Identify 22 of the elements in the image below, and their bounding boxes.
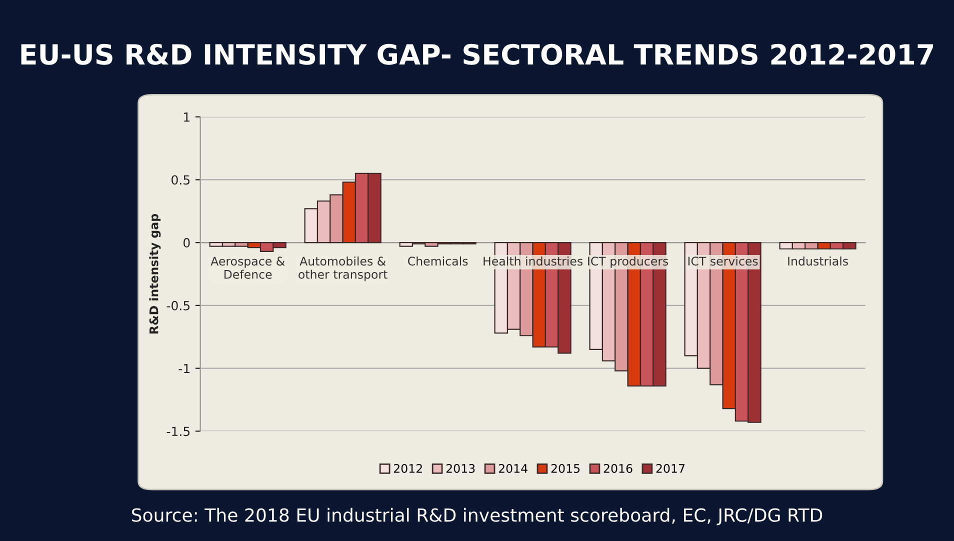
x-tick-label: ICT producers xyxy=(588,256,668,268)
x-tick-label: ICT services xyxy=(688,256,758,266)
x-tick-label: Automobiles & other transport xyxy=(298,256,388,282)
legend-label: 2015 xyxy=(551,464,580,473)
source-note: Source: The 2018 EU industrial R&D investment scoreboard, EC, JRC/DG RTD xyxy=(132,508,822,526)
y-tick-label: 1 xyxy=(184,112,190,122)
chart-title: EU-US R&D INTENSITY GAP- SECTORAL TRENDS 2012-2017 xyxy=(21,44,934,65)
x-tick-label: Aerospace & Defence xyxy=(210,256,285,279)
y-tick-label: -1 xyxy=(178,364,190,374)
y-tick-label: -1.5 xyxy=(166,426,190,436)
legend-label: 2016 xyxy=(604,464,632,473)
y-tick-label: -0.5 xyxy=(166,300,190,310)
y-axis-title: R&D intensity gap xyxy=(149,214,161,334)
legend-label: 2013 xyxy=(446,464,475,473)
x-tick-label: Chemicals xyxy=(408,256,468,266)
legend-label: 2014 xyxy=(498,464,528,473)
legend-label: 2017 xyxy=(656,464,685,473)
x-tick-label: Industrials xyxy=(788,256,848,266)
y-tick-label: 0 xyxy=(183,238,190,248)
legend-label: 2012 xyxy=(394,464,422,473)
x-tick-label: Health industries xyxy=(484,256,583,266)
y-tick-label: 0.5 xyxy=(172,175,190,185)
